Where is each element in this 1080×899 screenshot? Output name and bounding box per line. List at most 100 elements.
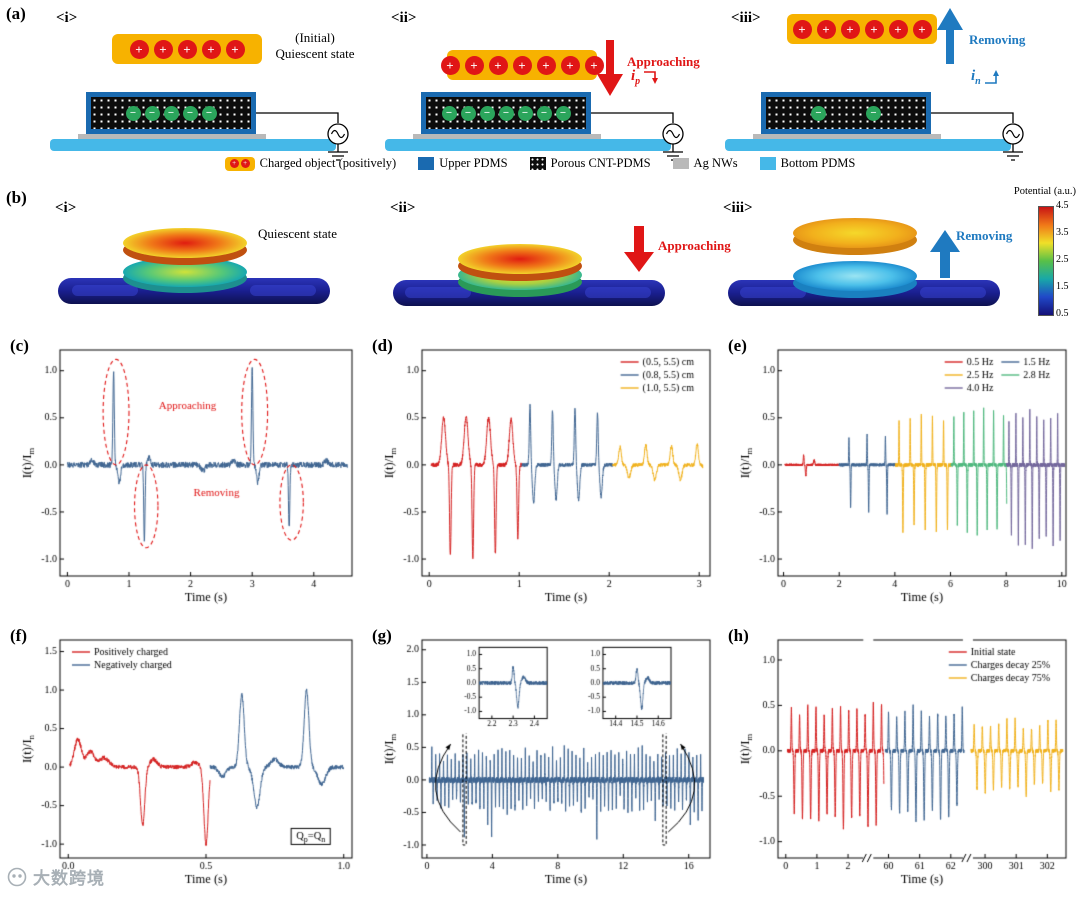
positive-charge-icon: +: [464, 55, 484, 75]
negative-charge-icon: −: [125, 105, 141, 121]
porous-cnt-pdms-sensor: − − − − −: [86, 92, 256, 134]
approaching-label: Approaching: [627, 54, 700, 69]
watermark-text: 大数跨境: [33, 869, 105, 888]
current-symbol: i: [631, 68, 636, 84]
sub-i-marker: <i>: [56, 10, 78, 26]
charged-object: + + + + + +: [787, 14, 937, 44]
negative-charge-icon: −: [144, 105, 160, 121]
charged-object: + + + + + + +: [440, 50, 604, 80]
legend-label: Ag NWs: [693, 156, 738, 170]
chart-h-canvas: [732, 634, 1074, 892]
positive-charge-icon: +: [201, 39, 221, 59]
positive-charge-icon: +: [560, 55, 580, 75]
positive-charge-icon: +: [816, 19, 836, 39]
panel-a-label: (a): [6, 4, 26, 23]
legend-label: Charged object (positively): [259, 156, 397, 170]
b-approaching-caption: Approaching: [658, 238, 731, 253]
positive-charge-icon: +: [440, 55, 460, 75]
colorbar-tick: 0.5: [1056, 308, 1069, 319]
positive-charge-icon: +: [225, 39, 245, 59]
bottom-pdms-layer: [50, 139, 336, 151]
panel-a-legend: + + Charged object (positively) Upper PDM…: [0, 156, 1080, 171]
panel-a-sub-i: <i> + + + + + (Initial) Quiescent state − − − −…: [50, 8, 380, 161]
negative-charge-icon: −: [479, 105, 495, 121]
current-symbol: i: [971, 68, 976, 84]
chart-d-canvas: [376, 344, 718, 610]
negative-charge-icon: −: [811, 105, 826, 121]
legend-item-upper-pdms: Upper PDMS: [418, 156, 508, 171]
ag-nws-layer: [78, 134, 266, 139]
watermark: 大数跨境: [6, 864, 105, 889]
current-direction-icon: [644, 71, 659, 84]
legend-item-bottom-pdms: Bottom PDMS: [759, 156, 856, 171]
positive-charge-icon: +: [536, 55, 556, 75]
porous-cnt-pdms-sensor: − −: [761, 92, 931, 134]
porous-cnt-pdms-swatch-icon: [529, 157, 546, 170]
watermark-logo-icon: [7, 867, 27, 886]
ag-nws-swatch-icon: [672, 158, 689, 169]
removing-arrow-icon: [937, 8, 963, 64]
colorbar-tick: 2.5: [1056, 254, 1069, 265]
legend-label: Bottom PDMS: [780, 156, 856, 170]
porous-cnt-pdms-sensor: − − − − − − −: [421, 92, 591, 134]
legend-label: Upper PDMS: [439, 156, 508, 170]
positive-charge-icon: +: [129, 39, 149, 59]
upper-pdms-swatch-icon: [418, 157, 435, 170]
negative-charge-icon: −: [866, 105, 881, 121]
chart-f-canvas: [14, 634, 360, 892]
positive-charge-icon: +: [584, 55, 604, 75]
colorbar-tick: 4.5: [1056, 200, 1069, 211]
panel-a-sub-iii: <iii> + + + + + + Removing − − in: [725, 8, 1055, 161]
removing-label: Removing: [969, 32, 1026, 47]
negative-charge-icon: −: [441, 105, 457, 121]
legend-item-ag-nws: Ag NWs: [672, 156, 738, 171]
legend-label: Porous CNT-PDMS: [550, 156, 651, 170]
bottom-pdms-swatch-icon: [759, 157, 776, 170]
positive-charge-icon: +: [792, 19, 812, 39]
bottom-pdms-layer: [725, 139, 1011, 151]
current-subscript: p: [635, 76, 641, 87]
negative-charge-icon: −: [498, 105, 514, 121]
b-sub-i-marker: <i>: [55, 200, 77, 216]
panel-a-sub-ii: <ii> + + + + + + + Approaching − − − − − − − ip: [385, 8, 715, 161]
positive-charge-icon: +: [512, 55, 532, 75]
negative-charge-icon: −: [517, 105, 533, 121]
b-quiescent-caption: Quiescent state: [258, 226, 338, 241]
b-sub-ii-marker: <ii>: [390, 200, 416, 216]
current-in-label: in: [971, 68, 1001, 87]
measurement-circuit-icon: [931, 112, 1024, 161]
removing-arrow-icon: [930, 230, 960, 278]
negative-charge-icon: −: [201, 105, 217, 121]
state-caption: (Initial) Quiescent state: [262, 30, 368, 62]
simulation-scenes: [58, 218, 1000, 306]
legend-item-charged-object: + + Charged object (positively): [224, 156, 397, 171]
ag-nws-layer: [753, 134, 941, 139]
measurement-circuit-icon: [256, 112, 349, 161]
positive-charge-icon: +: [840, 19, 860, 39]
chart-g-canvas: [376, 634, 718, 892]
sub-iii-marker: <iii>: [731, 10, 761, 26]
potential-colorbar: [1038, 206, 1054, 316]
measurement-circuit-icon: [591, 112, 684, 161]
b-removing-caption: Removing: [956, 228, 1013, 243]
approaching-arrow-icon: [597, 40, 623, 96]
colorbar-title: Potential (a.u.): [1013, 186, 1076, 197]
charged-object-swatch-icon: + +: [224, 156, 255, 171]
bottom-pdms-layer: [385, 139, 671, 151]
b-sub-iii-marker: <iii>: [723, 200, 753, 216]
panel-b-label: (b): [6, 188, 27, 207]
approaching-arrow-icon: [624, 226, 654, 272]
positive-charge-icon: +: [912, 19, 932, 39]
ag-nws-layer: [413, 134, 601, 139]
chart-e-canvas: [732, 344, 1074, 610]
negative-charge-icon: −: [163, 105, 179, 121]
chart-c-canvas: [14, 344, 360, 610]
caption-line1: (Initial): [295, 30, 335, 45]
negative-charge-icon: −: [536, 105, 552, 121]
charged-object: + + + + +: [112, 34, 262, 64]
legend-item-cnt-pdms: Porous CNT-PDMS: [529, 156, 651, 171]
current-subscript: n: [975, 76, 981, 87]
current-ip-label: ip: [631, 68, 660, 87]
positive-charge-icon: +: [864, 19, 884, 39]
